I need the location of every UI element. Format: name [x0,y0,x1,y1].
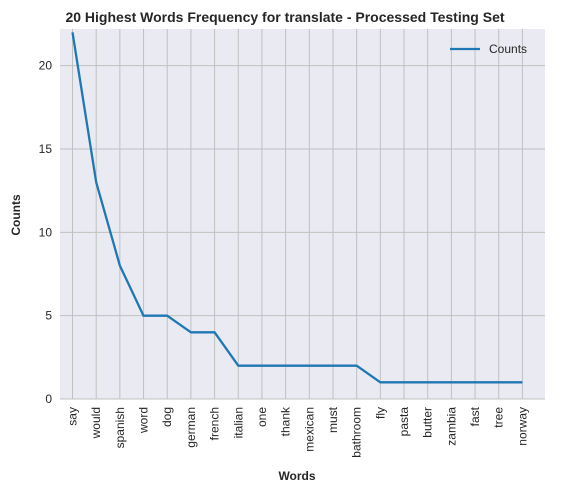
plot-area [60,29,545,399]
x-axis-ticks: say would spanish word dog german french italia… [66,406,530,458]
series-line-counts [71,32,523,384]
x-tick-label: tree [492,407,506,428]
x-axis-label: Words [278,469,315,483]
x-tick-label: dog [160,407,174,427]
x-tick-label: one [255,407,269,427]
x-tick-label: spanish [113,407,127,448]
y-tick-label: 0 [45,392,52,406]
x-tick-label: french [208,407,222,440]
y-axis-label: Counts [9,194,23,236]
chart-title: 20 Highest Words Frequency for translate… [65,9,504,25]
y-axis-ticks: 0 5 10 15 20 [39,59,53,406]
x-tick-label: mexican [302,407,316,452]
grid-lines [60,29,545,400]
y-tick-label: 10 [39,225,53,239]
x-tick-label: must [326,406,340,433]
x-tick-label: fly [373,407,387,419]
y-tick-label: 5 [45,309,52,323]
x-tick-label: italian [231,407,245,438]
x-tick-label: butter [421,407,435,438]
x-tick-label: pasta [397,407,411,437]
y-tick-label: 20 [39,59,53,73]
x-tick-label: bathroom [350,407,364,458]
x-tick-label: would [89,407,103,439]
x-tick-label: thank [279,406,293,436]
x-tick-label: zambia [444,407,458,446]
y-tick-label: 15 [39,142,53,156]
x-tick-label: say [66,407,80,426]
x-tick-label: word [137,407,151,434]
legend-label-counts: Counts [489,42,527,56]
x-tick-label: fast [468,406,482,426]
x-tick-label: norway [515,407,529,446]
legend: Counts [450,42,527,56]
x-tick-label: german [184,407,198,448]
